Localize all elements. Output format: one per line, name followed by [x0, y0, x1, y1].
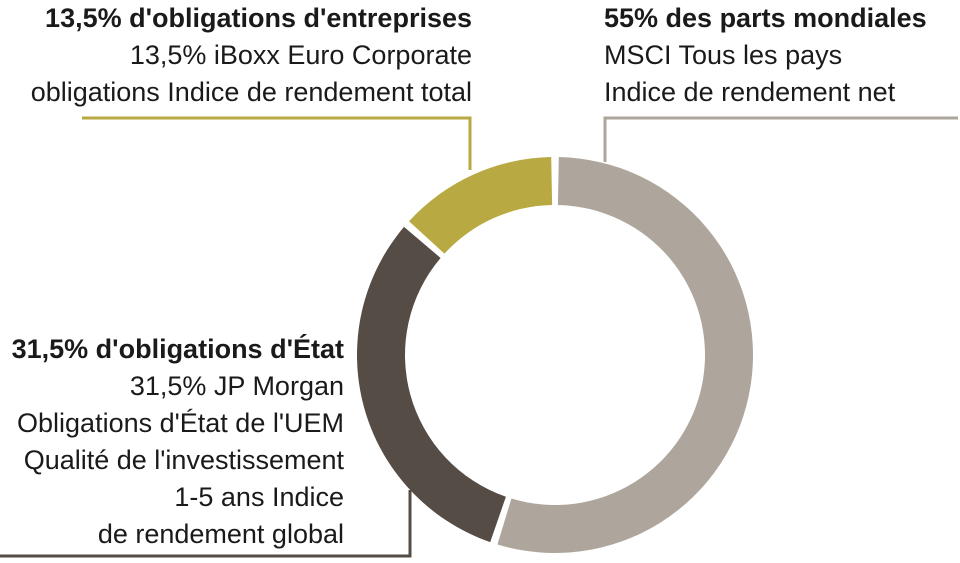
corporate-bonds-slice	[409, 157, 553, 254]
world-equities-line-2: Indice de rendement net	[604, 77, 896, 107]
world-equities-slice	[497, 157, 753, 553]
world-equities-line-1: MSCI Tous les pays	[604, 40, 843, 70]
government-bonds-line-3: Qualité de l'investissement	[23, 445, 344, 475]
corporate-leader-line	[82, 116, 472, 170]
government-bonds-line-1: 31,5% JP Morgan	[129, 371, 344, 401]
corporate-bonds-line-1: 13,5% iBoxx Euro Corporate	[129, 40, 472, 70]
world-equities-title: 55% des parts mondiales	[604, 3, 927, 33]
world-equities-label: 55% des parts mondiales MSCI Tous les pa…	[604, 0, 927, 111]
corporate-bonds-label: 13,5% d'obligations d'entreprises 13,5% …	[31, 0, 472, 111]
government-leader-line	[0, 490, 412, 558]
government-bonds-line-5: de rendement global	[97, 519, 344, 549]
world-leader-line	[603, 116, 958, 162]
government-bonds-title: 31,5% d'obligations d'État	[11, 334, 344, 364]
government-bonds-slice	[356, 226, 506, 543]
government-bonds-label: 31,5% d'obligations d'État 31,5% JP Morg…	[12, 331, 344, 553]
corporate-bonds-line-2: obligations Indice de rendement total	[30, 77, 472, 107]
government-bonds-line-2: Obligations d'État de l'UEM	[17, 408, 344, 438]
corporate-bonds-title: 13,5% d'obligations d'entreprises	[45, 3, 472, 33]
government-bonds-line-4: 1-5 ans Indice	[174, 482, 344, 512]
